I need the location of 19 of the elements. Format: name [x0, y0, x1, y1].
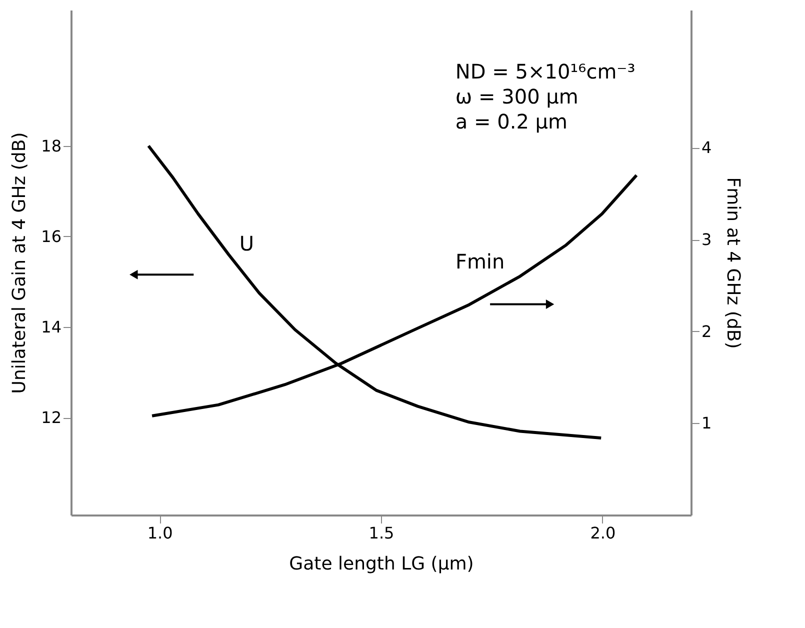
annotation: ω = 300 μm [455, 84, 578, 108]
y2-tick-label: 4 [702, 138, 712, 158]
y-tick-label: 18 [41, 136, 62, 156]
y-tick-label: 16 [41, 226, 62, 246]
y-tick-label: 12 [41, 408, 62, 428]
y2-tick-label: 3 [702, 230, 712, 250]
y2-tick-label: 2 [702, 322, 712, 341]
x-axis-title: Gate length LG (μm) [289, 554, 474, 574]
x-tick-label: 1.0 [147, 524, 173, 542]
series-label: Fmin [455, 249, 505, 274]
y-tick-label: 14 [41, 318, 62, 337]
annotation: ND = 5×10¹⁶cm⁻³ [455, 60, 636, 84]
x-tick-label: 2.0 [590, 524, 616, 542]
y2-tick-label: 1 [702, 414, 712, 433]
y2-axis-title: Fmin at 4 GHz (dB) [722, 177, 744, 349]
annotation: a = 0.2 μm [455, 110, 568, 134]
x-tick-label: 1.5 [368, 524, 394, 542]
series-label: U [239, 232, 254, 256]
y-axis-title: Unilateral Gain at 4 GHz (dB) [9, 132, 30, 394]
